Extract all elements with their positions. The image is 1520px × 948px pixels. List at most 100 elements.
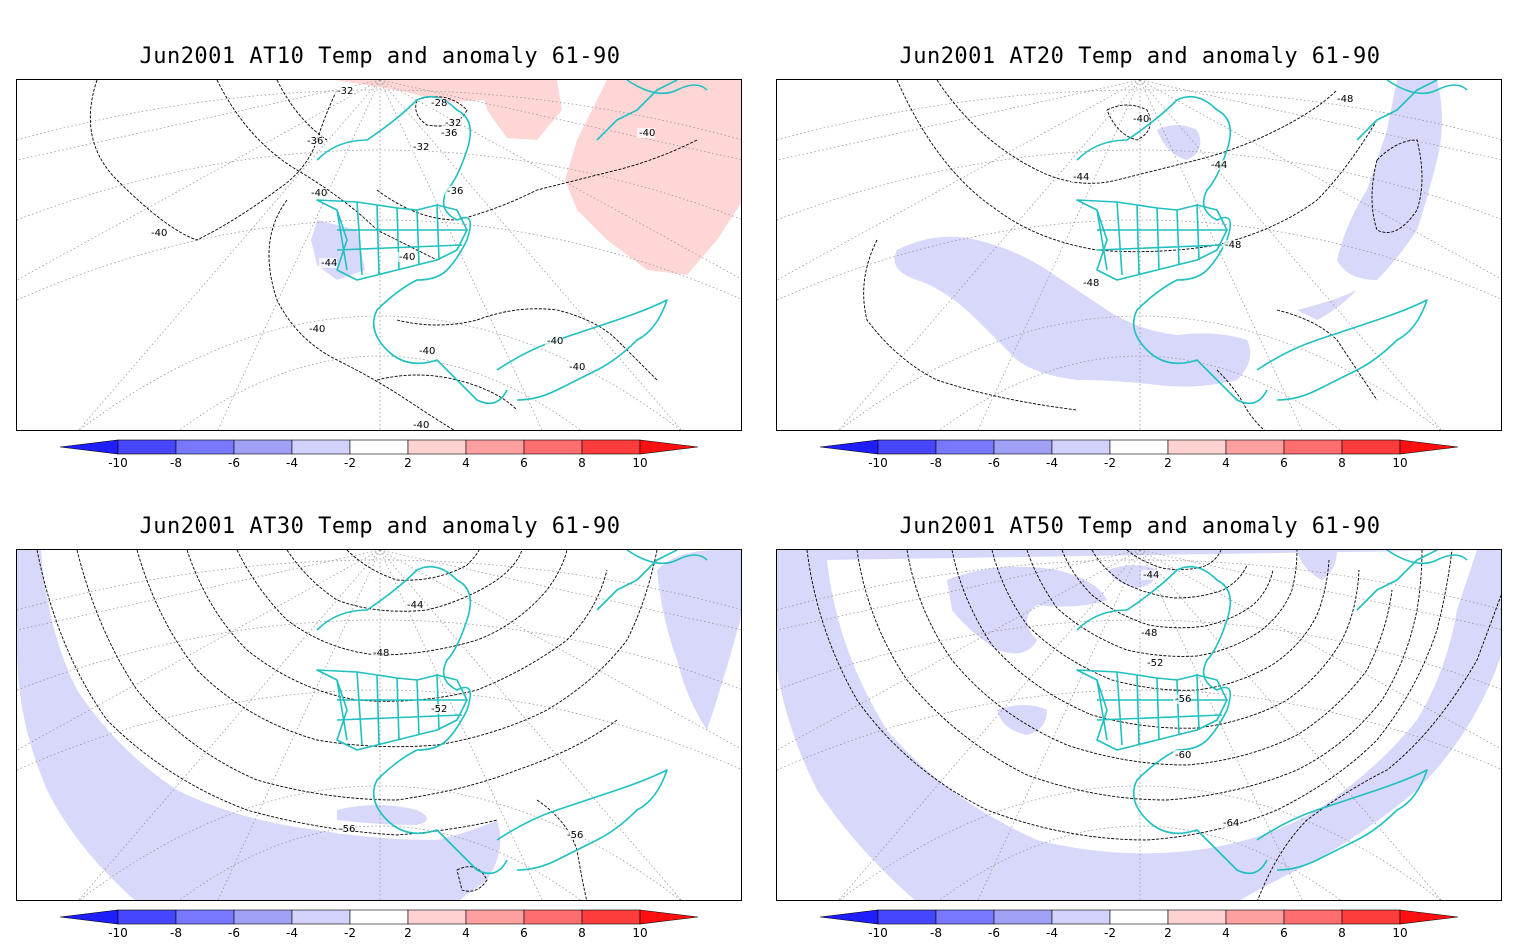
contour-label: -40 [309, 324, 325, 335]
colorbar-swatch [993, 909, 1053, 925]
contour-label: -40 [1133, 114, 1149, 125]
graticule [777, 80, 1501, 430]
contour-label: -48 [1141, 628, 1157, 639]
contour-label-bg [1173, 694, 1191, 704]
panel-title: Jun2001 AT20 Temp and anomaly 61-90 [899, 44, 1381, 69]
map-panel-at20: Jun2001 AT20 Temp and anomaly 61-90 [760, 0, 1520, 470]
contour-label: -40 [413, 420, 429, 431]
contour-label-bg [429, 704, 447, 714]
contour-label-bg [637, 128, 655, 138]
map-svg: -32-28-32-36 -40-36-32-36-40-40-40-44-40-… [17, 80, 741, 431]
colorbar-tick-label: -2 [344, 456, 356, 470]
colorbar-swatch [993, 439, 1053, 455]
graticule [17, 550, 741, 900]
colorbar-tick-label: 4 [462, 456, 470, 470]
colorbar-tick-label: 4 [1222, 456, 1230, 470]
colorbar-tick-label: -2 [344, 926, 356, 940]
colorbar-tick-label: -4 [286, 926, 298, 940]
contour-label-bg [307, 324, 325, 334]
contour-label: -48 [1083, 278, 1099, 289]
temperature-contours [863, 80, 1423, 430]
colorbar-swatch [465, 909, 525, 925]
contour-label-bg [1071, 172, 1089, 182]
colorbar-arrow-left [819, 909, 879, 925]
contour-labels: -44 -48 -52 -56 -56 [337, 600, 583, 841]
colorbar-tick-label: 10 [632, 926, 647, 940]
colorbar-tick-label: -10 [868, 926, 888, 940]
colorbar-swatch [233, 909, 293, 925]
contour-label: -48 [373, 648, 389, 659]
contour-label-bg [565, 830, 583, 840]
contour-label-bg [1139, 628, 1157, 638]
colorbar-arrow-left [59, 439, 119, 455]
colorbar-swatch [291, 909, 351, 925]
contour-label: -36 [447, 186, 463, 197]
colorbar-swatch [175, 909, 235, 925]
colorbar-swatch [175, 439, 235, 455]
colorbar-swatch [581, 439, 641, 455]
colorbar-tick-label: -10 [108, 456, 128, 470]
colorbar-tick-label: 6 [1280, 926, 1288, 940]
contour-label-bg [405, 600, 423, 610]
colorbar-tick-label: -8 [170, 926, 182, 940]
colorbar-tick-label: -4 [1046, 456, 1058, 470]
colorbar-tick-label: -10 [868, 456, 888, 470]
graticule [17, 80, 741, 430]
contour-label: -40 [547, 336, 563, 347]
colorbar-svg: -10 -8 -6 -4 -2 2 4 6 8 10 [819, 439, 1459, 470]
temperature-contours [806, 550, 1501, 900]
colorbar-tick-label: -2 [1104, 456, 1116, 470]
colorbar-arrow-right [1399, 909, 1459, 925]
contour-label: -32 [445, 118, 461, 129]
colorbar-swatch [1225, 909, 1285, 925]
map-panel-at10: Jun2001 AT10 Temp and anomaly 61-90 [0, 0, 760, 470]
contour-label-bg [411, 142, 429, 152]
colorbar: -10 -8 -6 -4 -2 2 4 6 8 10 [819, 438, 1462, 474]
contour-label: -40 [569, 362, 585, 373]
colorbar-tick-label: 6 [520, 456, 528, 470]
anomaly-shading [777, 550, 1501, 900]
colorbar-tick-label: 4 [1222, 926, 1230, 940]
contour-label: -44 [1211, 160, 1227, 171]
colorbar-swatch [1051, 909, 1111, 925]
contour-label-bg [1223, 240, 1241, 250]
contour-labels: -48 -40 -44 -44 -48 -48 [1071, 94, 1353, 289]
contour-label-bg [1209, 160, 1227, 170]
colorbar-swatch [877, 909, 937, 925]
contour-label-bg [1173, 750, 1191, 760]
contour-label-bg [567, 362, 585, 372]
colorbar-swatch [349, 909, 409, 925]
anomaly-shading [894, 80, 1442, 387]
contour-label: -36 [441, 128, 457, 139]
contour-label: -52 [1147, 658, 1163, 669]
contour-label-bg [411, 420, 429, 430]
colorbar-tick-label: -10 [108, 926, 128, 940]
colorbar-swatch [1283, 439, 1343, 455]
colorbar-tick-label: -8 [930, 456, 942, 470]
colorbar-swatch [1167, 439, 1227, 455]
contour-label-bg [417, 346, 435, 356]
contour-label: -64 [1223, 818, 1239, 829]
colorbar-swatch [877, 439, 937, 455]
colorbar-svg: -10 -8 -6 -4 -2 2 4 6 8 10 [59, 909, 699, 940]
map-svg: -44 -48 -52 -56 -60 -64 [777, 550, 1501, 900]
colorbar-swatch [465, 439, 525, 455]
colorbar: -10 -8 -6 -4 -2 2 4 6 8 10 [59, 438, 702, 474]
map-panel-at50: Jun2001 AT50 Temp and anomaly 61-90 [760, 470, 1520, 940]
colorbar-swatch [117, 439, 177, 455]
colorbar: -10 -8 -6 -4 -2 2 4 6 8 10 [819, 908, 1462, 944]
colorbar-tick-label: -8 [170, 456, 182, 470]
colorbar-arrow-left [819, 439, 879, 455]
contour-label-bg [429, 98, 447, 108]
colorbar-swatch [407, 439, 467, 455]
contour-label: -44 [1143, 570, 1159, 581]
graticule [777, 550, 1501, 900]
contour-label-bg [1145, 658, 1163, 668]
colorbar: -10 -8 -6 -4 -2 2 4 6 8 10 [59, 908, 702, 944]
contour-label: -56 [1175, 694, 1191, 705]
colorbar-swatch [1283, 909, 1343, 925]
colorbar-arrow-right [639, 909, 699, 925]
colorbar-tick-label: 2 [404, 926, 412, 940]
colorbar-tick-label: -4 [286, 456, 298, 470]
contour-label: -60 [1175, 750, 1191, 761]
